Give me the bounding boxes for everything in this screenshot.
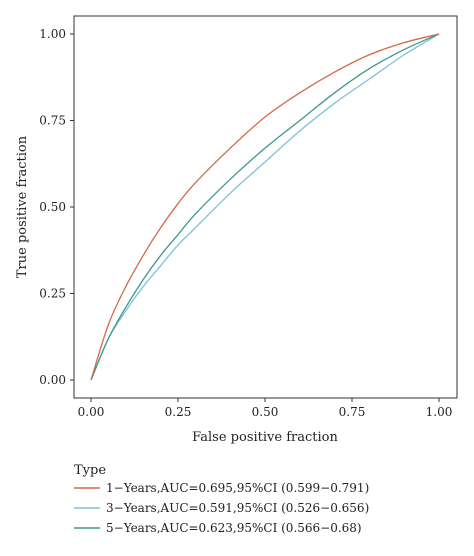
x-tick-label: 1.00 (426, 405, 453, 419)
x-tick-label: 0.25 (165, 405, 192, 419)
legend-label-1: 1−Years,AUC=0.695,95%CI (0.599−0.791) (106, 481, 369, 495)
legend-label-3: 5−Years,AUC=0.623,95%CI (0.566−0.68) (106, 521, 362, 535)
y-tick-label: 0.25 (39, 287, 66, 301)
series-line-1 (90, 33, 440, 381)
legend-label-2: 3−Years,AUC=0.591,95%CI (0.526−0.656) (106, 501, 369, 515)
x-tick-label: 0.50 (252, 405, 279, 419)
y-tick-label: 0.00 (39, 373, 66, 387)
series-line-2 (90, 33, 440, 381)
axes: 0.00 0.25 0.50 0.75 1.00 0.00 0.25 0.50 0.75 1.00 (39, 15, 458, 419)
x-axis-title: False positive fraction (192, 430, 338, 445)
plot-area (90, 33, 440, 381)
y-tick-label: 0.50 (39, 200, 66, 214)
series-line-3 (90, 33, 440, 381)
y-tick-label: 1.00 (39, 27, 66, 41)
plot-border (73, 15, 458, 399)
x-tick-label: 0.75 (339, 405, 366, 419)
legend: Type 1−Years,AUC=0.695,95%CI (0.599−0.79… (74, 463, 369, 535)
y-axis-title: True positive fraction (15, 135, 30, 278)
legend-title: Type (74, 463, 106, 478)
y-tick-label: 0.75 (39, 114, 66, 128)
x-tick-label: 0.00 (78, 405, 105, 419)
